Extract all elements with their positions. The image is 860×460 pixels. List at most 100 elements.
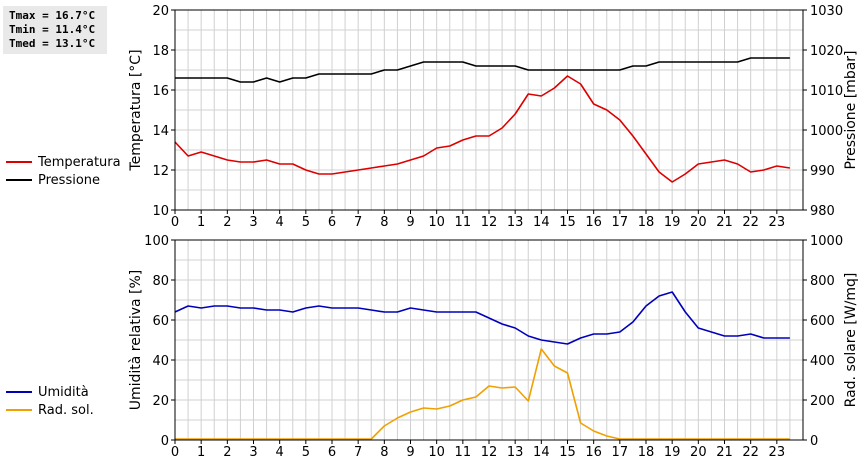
legend-label-temperatura: Temperatura <box>38 154 121 170</box>
y-tick-label: 16 <box>152 84 169 99</box>
y-axis-label: Temperatura [°C] <box>128 49 144 171</box>
series-line-rad-sol <box>175 348 790 440</box>
x-tick-label: 5 <box>302 215 310 230</box>
legend-swatch-pressione <box>6 179 32 181</box>
y-axis-label: Umidità relativa [%] <box>128 270 144 411</box>
tmax-label: Tmax = 16.7°C <box>9 9 96 22</box>
series-line-temperatura <box>174 75 791 183</box>
y2-tick-label: 600 <box>810 314 835 329</box>
x-tick-label: 15 <box>559 215 576 230</box>
y-tick-label: 20 <box>152 4 169 19</box>
y2-tick-label: 1020 <box>810 44 843 59</box>
y2-tick-label: 1010 <box>810 84 843 99</box>
x-tick-label: 0 <box>171 445 179 460</box>
plot-frame <box>174 9 804 211</box>
x-tick-label: 5 <box>302 445 310 460</box>
legend-item-pressione: Pressione <box>6 171 121 189</box>
y-tick-label: 60 <box>152 314 169 329</box>
x-tick-label: 18 <box>638 445 655 460</box>
y2-tick-label: 990 <box>810 164 835 179</box>
y-tick-label: 14 <box>152 124 169 139</box>
x-tick-label: 6 <box>328 215 336 230</box>
x-tick-label: 23 <box>769 215 786 230</box>
x-tick-label: 20 <box>690 215 707 230</box>
tmin-label: Tmin = 11.4°C <box>9 23 96 36</box>
legend-item-umidita: Umidità <box>6 383 94 401</box>
legend-label-umidita: Umidità <box>38 384 89 400</box>
x-tick-label: 14 <box>533 215 550 230</box>
y2-tick-label: 0 <box>810 434 818 449</box>
legend-top: Temperatura Pressione <box>6 153 121 189</box>
x-tick-label: 22 <box>742 215 759 230</box>
x-tick-label: 14 <box>533 445 550 460</box>
y-tick-label: 100 <box>144 234 169 249</box>
x-tick-label: 3 <box>249 215 257 230</box>
x-tick-label: 11 <box>455 215 472 230</box>
plot-frame <box>174 239 804 441</box>
x-tick-label: 13 <box>507 445 524 460</box>
x-tick-label: 22 <box>742 445 759 460</box>
x-tick-label: 16 <box>585 215 602 230</box>
x-tick-label: 20 <box>690 445 707 460</box>
legend-bottom: Umidità Rad. sol. <box>6 383 94 419</box>
x-tick-label: 4 <box>276 215 284 230</box>
x-tick-label: 23 <box>769 445 786 460</box>
x-tick-label: 18 <box>638 215 655 230</box>
x-tick-label: 7 <box>354 445 362 460</box>
x-tick-label: 12 <box>481 445 498 460</box>
y2-tick-label: 1000 <box>810 234 843 249</box>
tmed-label: Tmed = 13.1°C <box>9 37 96 50</box>
x-tick-label: 2 <box>223 215 231 230</box>
y2-tick-label: 200 <box>810 394 835 409</box>
y-tick-label: 18 <box>152 44 169 59</box>
y2-axis-label: Pressione [mbar] <box>843 50 859 169</box>
x-tick-label: 2 <box>223 445 231 460</box>
y2-tick-label: 1000 <box>810 124 843 139</box>
x-tick-label: 19 <box>664 445 681 460</box>
legend-swatch-temperatura <box>6 161 32 163</box>
x-tick-label: 21 <box>716 445 733 460</box>
y-tick-label: 0 <box>161 434 169 449</box>
x-tick-label: 1 <box>197 445 205 460</box>
x-tick-label: 17 <box>612 445 629 460</box>
y2-tick-label: 1030 <box>810 4 843 19</box>
x-tick-label: 8 <box>380 445 388 460</box>
chart-1: 0 1 2 3 4 5 6 7 8 9 10 11 12 13 14 15 16 17 18 19 20 21 22 2310… <box>128 4 859 230</box>
legend-swatch-umidita <box>6 391 32 393</box>
series-line-umidit <box>174 291 790 345</box>
x-tick-label: 4 <box>276 445 284 460</box>
stats-box: Tmax = 16.7°C Tmin = 11.4°C Tmed = 13.1°… <box>3 6 107 54</box>
x-tick-label: 1 <box>197 215 205 230</box>
x-tick-label: 19 <box>664 215 681 230</box>
y-tick-label: 20 <box>152 394 169 409</box>
x-tick-label: 9 <box>406 215 414 230</box>
x-tick-label: 6 <box>328 445 336 460</box>
legend-label-pressione: Pressione <box>38 172 101 188</box>
x-tick-label: 17 <box>612 215 629 230</box>
y-tick-label: 10 <box>152 204 169 219</box>
y2-axis-label: Rad. solare [W/mq] <box>843 273 859 408</box>
y-tick-label: 80 <box>152 274 169 289</box>
x-tick-label: 13 <box>507 215 524 230</box>
legend-label-radsol: Rad. sol. <box>38 402 94 418</box>
x-tick-label: 10 <box>428 445 445 460</box>
x-tick-label: 9 <box>406 445 414 460</box>
y2-tick-label: 980 <box>810 204 835 219</box>
chart-2: 0 1 2 3 4 5 6 7 8 9 10 11 12 13 14 15 16 17 18 19 20 21 22 2302… <box>128 234 859 460</box>
y2-tick-label: 800 <box>810 274 835 289</box>
x-tick-label: 7 <box>354 215 362 230</box>
y-tick-label: 12 <box>152 164 169 179</box>
legend-item-temperatura: Temperatura <box>6 153 121 171</box>
x-tick-label: 12 <box>481 215 498 230</box>
x-tick-label: 0 <box>171 215 179 230</box>
series-line-pressione <box>175 57 790 83</box>
x-tick-label: 16 <box>585 445 602 460</box>
legend-item-radsol: Rad. sol. <box>6 401 94 419</box>
y-tick-label: 40 <box>152 354 169 369</box>
x-tick-label: 10 <box>428 215 445 230</box>
y2-tick-label: 400 <box>810 354 835 369</box>
x-tick-label: 8 <box>380 215 388 230</box>
x-tick-label: 15 <box>559 445 576 460</box>
x-tick-label: 3 <box>249 445 257 460</box>
